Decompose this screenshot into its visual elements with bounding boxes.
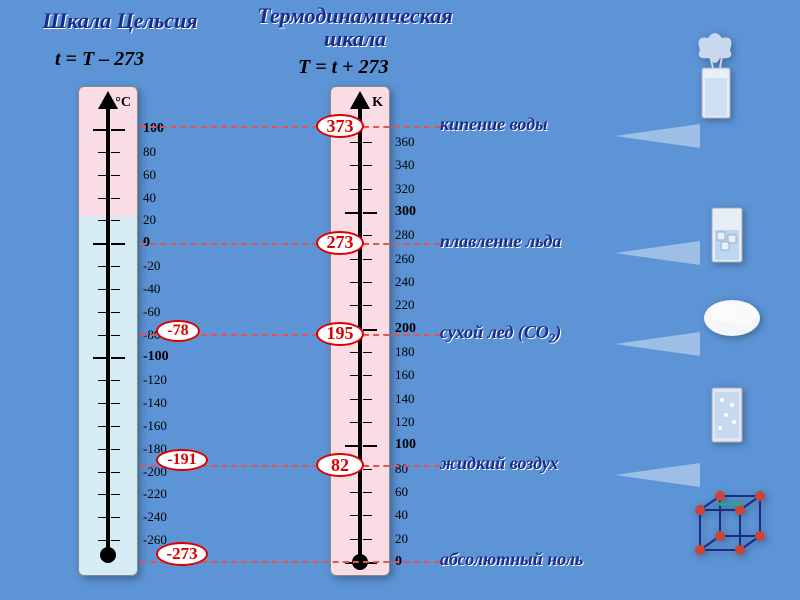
- tick-label: -240: [143, 509, 167, 525]
- tick-label: -60: [143, 304, 160, 320]
- tick-label: 100: [143, 121, 164, 137]
- tick-label: 320: [395, 181, 415, 197]
- liquid-air-icon: [700, 380, 755, 455]
- tick-label: 40: [143, 190, 156, 206]
- tick-label: 100: [395, 437, 416, 453]
- kelvin-title: Термодинамическая шкала: [230, 4, 480, 50]
- steam-icon: [680, 30, 750, 130]
- melt-icon: [700, 200, 755, 275]
- celsius-title: Шкала Цельсия: [20, 8, 220, 34]
- tick-label: 180: [395, 344, 415, 360]
- tick-label: -40: [143, 281, 160, 297]
- tick-label: 40: [395, 507, 408, 523]
- tick-label: 240: [395, 274, 415, 290]
- kelvin-oval: 273: [316, 231, 364, 255]
- tick-label: -100: [143, 349, 169, 365]
- celsius-oval: -78: [156, 320, 200, 342]
- tick-label: 60: [143, 167, 156, 183]
- kelvin-formula: T = t + 273: [298, 56, 389, 79]
- tick-label: 80: [143, 144, 156, 160]
- tick-label: 60: [395, 484, 408, 500]
- tick-label: -20: [143, 258, 160, 274]
- tick-label: 280: [395, 227, 415, 243]
- tick-label: 360: [395, 134, 415, 150]
- celsius-formula: t = T – 273: [55, 48, 144, 71]
- tick-label: 300: [395, 204, 416, 220]
- celsius-oval: -191: [156, 449, 208, 471]
- kelvin-oval: 195: [316, 322, 364, 346]
- th-c-unit: °C: [115, 95, 131, 111]
- kelvin-oval: 373: [316, 114, 364, 138]
- event-label: кипение воды: [440, 114, 548, 135]
- tick-label: 220: [395, 297, 415, 313]
- tick-label: 160: [395, 367, 415, 383]
- event-label: жидкий воздух: [440, 453, 559, 474]
- tick-label: 260: [395, 251, 415, 267]
- dash-line: [140, 126, 440, 128]
- ray: [615, 463, 700, 487]
- lattice-icon: [690, 490, 775, 575]
- tick-label: 120: [395, 414, 415, 430]
- tick-label: 140: [395, 391, 415, 407]
- tick-label: -120: [143, 372, 167, 388]
- tick-label: 20: [143, 212, 156, 228]
- th-k-unit: K: [372, 95, 383, 111]
- dryice-icon: [700, 290, 765, 345]
- event-label: абсолютный ноль: [440, 549, 583, 570]
- event-label: сухой лед (CO2): [440, 322, 561, 347]
- tick-label: -140: [143, 395, 167, 411]
- celsius-thermometer: °C1000-10080604020-20-40-60-80-120-140-1…: [78, 86, 138, 576]
- celsius-oval: -273: [156, 542, 208, 566]
- event-label: плавление льда: [440, 231, 561, 252]
- ray: [615, 241, 700, 265]
- tick-label: 340: [395, 157, 415, 173]
- tick-label: -160: [143, 418, 167, 434]
- tick-label: -220: [143, 486, 167, 502]
- ray: [615, 332, 700, 356]
- kelvin-title-text: Термодинамическая шкала: [257, 3, 453, 51]
- dash-line: [140, 243, 440, 245]
- tick-label: 80: [395, 461, 408, 477]
- tick-label: 20: [395, 531, 408, 547]
